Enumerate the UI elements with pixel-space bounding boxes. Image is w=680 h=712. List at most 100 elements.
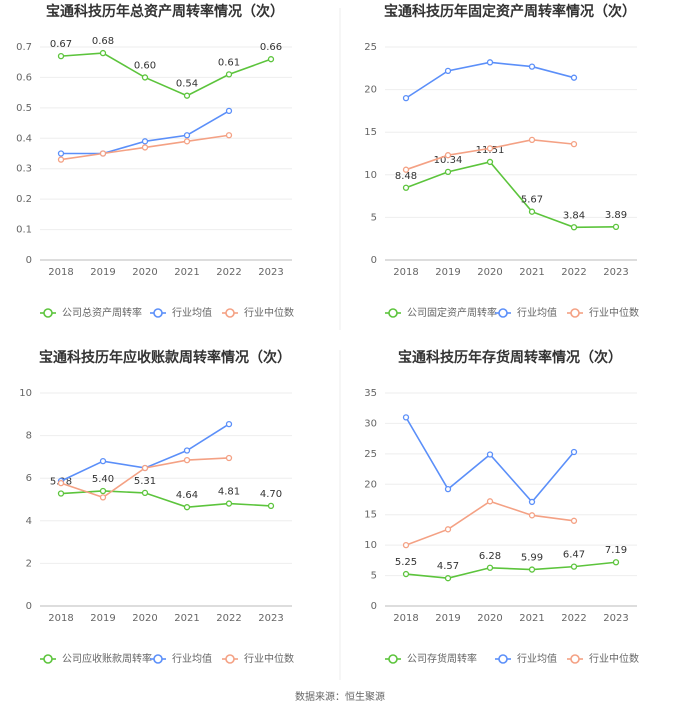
data-label: 5.40 — [92, 474, 114, 485]
data-label: 0.60 — [134, 60, 156, 71]
x-tick-label: 2022 — [216, 267, 241, 278]
legend-label: 行业中位数 — [589, 306, 639, 319]
legend-marker — [570, 654, 580, 664]
data-label: 8.48 — [395, 171, 417, 182]
y-tick-label: 25 — [364, 42, 377, 53]
point — [99, 494, 107, 501]
point — [444, 575, 452, 582]
y-tick-label: 0 — [26, 255, 32, 266]
legend-marker — [153, 654, 163, 664]
point — [570, 224, 578, 231]
legend-label: 公司总资产周转率 — [62, 306, 142, 319]
point — [183, 92, 191, 99]
x-tick-label: 2023 — [258, 613, 283, 624]
point — [141, 138, 149, 145]
point — [267, 56, 275, 63]
legend-label: 行业均值 — [517, 652, 557, 665]
point — [225, 107, 233, 115]
series-line — [405, 500, 575, 546]
x-tick-label: 2022 — [561, 267, 586, 278]
point — [57, 479, 65, 487]
point — [141, 489, 149, 497]
data-label: 5.25 — [395, 557, 417, 568]
x-tick-label: 2019 — [435, 613, 460, 624]
data-label: 4.81 — [218, 487, 240, 498]
y-tick-label: 0.5 — [16, 103, 32, 114]
legend-label: 行业均值 — [172, 652, 212, 665]
point — [141, 74, 149, 81]
chart-title: 宝通科技历年总资产周转率情况（次） — [46, 3, 284, 20]
point — [57, 52, 65, 60]
legend-marker — [43, 654, 53, 664]
x-tick-label: 2018 — [393, 613, 418, 624]
point — [402, 541, 410, 549]
series-line — [405, 61, 575, 99]
x-tick-label: 2021 — [174, 267, 199, 278]
data-label: 7.19 — [605, 545, 627, 556]
point — [267, 502, 275, 510]
series-line — [60, 52, 272, 97]
data-label: 3.84 — [563, 210, 585, 221]
point — [183, 456, 191, 464]
point — [57, 150, 65, 157]
y-tick-label: 0.4 — [16, 133, 32, 144]
x-tick-label: 2018 — [48, 613, 73, 624]
point — [528, 208, 536, 215]
legend-label: 行业中位数 — [244, 652, 294, 665]
y-tick-label: 15 — [364, 510, 377, 521]
point — [183, 132, 191, 139]
point — [486, 145, 494, 152]
point — [570, 563, 578, 570]
y-tick-label: 0 — [371, 255, 377, 266]
data-label: 4.64 — [176, 490, 198, 501]
x-tick-label: 2020 — [477, 267, 502, 278]
data-label: 5.31 — [134, 476, 156, 487]
point — [141, 144, 149, 151]
point — [402, 184, 410, 191]
legend-label: 行业均值 — [517, 306, 557, 319]
legend-marker — [388, 654, 398, 664]
chart: 宝通科技历年存货周转率情况（次） 0 5 10 15 20 25 30 35 2018 2019 20… — [364, 349, 639, 665]
data-label: 0.67 — [50, 39, 72, 50]
point — [612, 559, 620, 566]
x-tick-label: 2020 — [132, 267, 157, 278]
x-tick-label: 2021 — [519, 613, 544, 624]
point — [402, 414, 410, 421]
chart-title: 宝通科技历年存货周转率情况（次） — [398, 349, 622, 366]
chart: 宝通科技历年总资产周转率情况（次） 0 0.1 0.2 0.3 0.4 0.5 0.6 0.7 2… — [16, 3, 294, 319]
point — [486, 564, 494, 571]
point — [183, 138, 191, 145]
data-label: 0.66 — [260, 42, 282, 53]
x-tick-label: 2018 — [393, 267, 418, 278]
y-tick-label: 2 — [26, 558, 32, 569]
point — [225, 71, 233, 78]
point — [99, 150, 107, 157]
y-tick-label: 0.1 — [16, 225, 32, 236]
legend-marker — [388, 308, 398, 318]
x-tick-label: 2020 — [132, 613, 157, 624]
legend-marker — [570, 308, 580, 318]
point — [57, 490, 65, 497]
legend-label: 行业中位数 — [244, 306, 294, 319]
point — [528, 512, 536, 519]
legend-label: 公司固定资产周转率 — [407, 306, 497, 319]
point — [486, 59, 494, 66]
point — [570, 140, 578, 148]
point — [99, 487, 107, 495]
data-label: 0.61 — [218, 57, 240, 68]
legend-marker — [498, 308, 508, 318]
point — [486, 158, 494, 166]
point — [570, 448, 578, 456]
point — [444, 152, 452, 159]
data-label: 6.47 — [563, 550, 585, 561]
series-line — [60, 423, 230, 482]
data-label: 5.99 — [521, 553, 543, 564]
point — [183, 504, 191, 511]
point — [444, 67, 452, 75]
x-tick-label: 2023 — [258, 267, 283, 278]
x-tick-label: 2022 — [216, 613, 241, 624]
point — [99, 49, 107, 57]
data-label: 4.70 — [260, 489, 282, 500]
series-line — [405, 416, 575, 504]
